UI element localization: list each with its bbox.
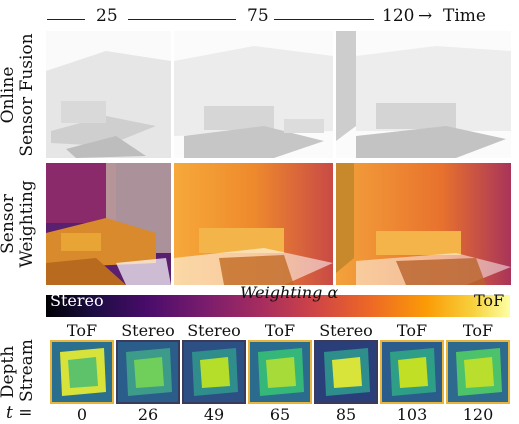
weighting-panel-t75 bbox=[174, 163, 333, 285]
depth-map-render bbox=[118, 342, 178, 402]
depth-map-render bbox=[448, 342, 508, 402]
depth-time-label: 49 bbox=[203, 405, 225, 424]
depth-frame bbox=[314, 340, 378, 404]
depth-time-label: 0 bbox=[76, 405, 88, 424]
depth-map-render bbox=[316, 342, 376, 402]
timeline-line-1 bbox=[47, 19, 85, 20]
depth-time-label: 103 bbox=[396, 405, 428, 424]
depth-map-render bbox=[382, 342, 442, 402]
fusion-panel-t120 bbox=[336, 31, 511, 158]
depth-source-label: Stereo bbox=[121, 321, 175, 340]
depth-source-label: ToF bbox=[264, 321, 296, 340]
depth-map-render bbox=[184, 342, 244, 402]
weighting-render-t75 bbox=[174, 163, 333, 285]
timeline-line-3 bbox=[274, 19, 374, 20]
depth-source-label: ToF bbox=[66, 321, 98, 340]
timeline-line-2 bbox=[128, 19, 236, 20]
depth-frame bbox=[182, 340, 246, 404]
colorbar-label-tof: ToF bbox=[474, 291, 505, 310]
timeline-label-120: 120 bbox=[382, 6, 415, 26]
depth-time-label: 65 bbox=[269, 405, 291, 424]
fusion-panel-t75 bbox=[174, 31, 333, 158]
weighting-panel-t25 bbox=[46, 163, 171, 285]
timeline-label-25: 25 bbox=[96, 6, 118, 26]
depth-time-label: 120 bbox=[462, 405, 494, 424]
weighting-panel-t120 bbox=[336, 163, 511, 285]
depth-source-label: ToF bbox=[396, 321, 428, 340]
fusion-render-t25 bbox=[46, 31, 171, 158]
depth-frame bbox=[50, 340, 114, 404]
depth-frame bbox=[380, 340, 444, 404]
depth-source-label: Stereo bbox=[319, 321, 373, 340]
fusion-panel-t25 bbox=[46, 31, 171, 158]
weighting-colorbar bbox=[46, 295, 510, 317]
depth-map-render bbox=[52, 342, 112, 402]
colorbar-label-stereo: Stereo bbox=[50, 291, 104, 310]
row-label-depth: Depth Stream bbox=[0, 339, 37, 402]
timeline-arrow-icon: → bbox=[418, 6, 433, 26]
depth-source-label: Stereo bbox=[187, 321, 241, 340]
timeline-time-label: Time bbox=[443, 6, 486, 26]
depth-time-label: 26 bbox=[137, 405, 159, 424]
timeline-label-75: 75 bbox=[247, 6, 269, 26]
depth-map-render bbox=[250, 342, 310, 402]
fusion-render-t120 bbox=[336, 31, 511, 158]
fusion-render-t75 bbox=[174, 31, 333, 158]
colorbar-label-weighting: Weighting α bbox=[240, 283, 339, 302]
weighting-render-t120 bbox=[336, 163, 511, 285]
row-label-weighting: Sensor Weighting bbox=[0, 180, 37, 268]
depth-frame bbox=[116, 340, 180, 404]
weighting-render-t25 bbox=[46, 163, 171, 285]
row-label-fusion: Online Sensor Fusion bbox=[0, 33, 37, 157]
depth-time-label: 85 bbox=[335, 405, 357, 424]
depth-source-label: ToF bbox=[462, 321, 494, 340]
depth-frame bbox=[248, 340, 312, 404]
depth-frame bbox=[446, 340, 510, 404]
t-prefix: t = bbox=[6, 403, 33, 423]
